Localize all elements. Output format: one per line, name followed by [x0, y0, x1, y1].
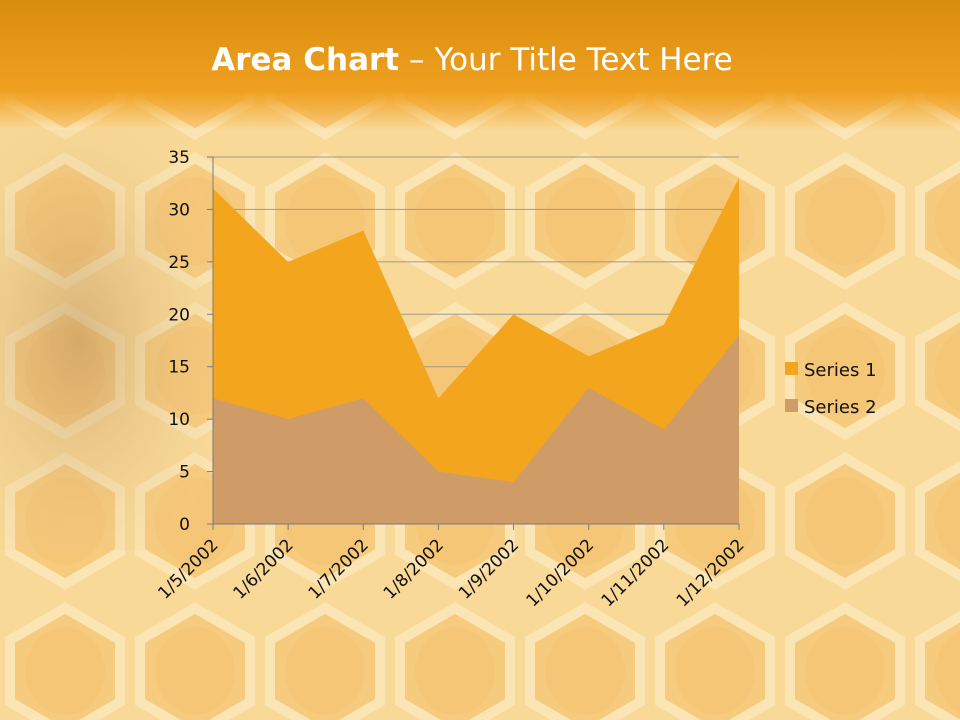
- x-tick-label: 1/5/2002: [154, 535, 222, 603]
- legend-swatch: [785, 399, 798, 412]
- y-tick-label: 15: [168, 358, 190, 378]
- plot-areas: [213, 178, 739, 524]
- slide-title: Area Chart – Your Title Text Here: [0, 42, 944, 78]
- legend: Series 1 Series 2: [785, 360, 877, 418]
- y-tick-label: 5: [179, 463, 190, 483]
- x-tick-label: 1/11/2002: [598, 535, 674, 611]
- title-bar: [0, 0, 960, 130]
- area-series-2: [213, 335, 739, 524]
- y-tick-label: 20: [168, 305, 190, 325]
- legend-label: Series 2: [804, 397, 877, 418]
- legend-swatch: [785, 362, 798, 375]
- x-tick-label: 1/6/2002: [230, 535, 298, 603]
- legend-label: Series 1: [804, 360, 877, 381]
- title-bold: Area Chart: [211, 42, 400, 78]
- y-tick-label: 35: [168, 148, 190, 168]
- x-tick-label: 1/7/2002: [305, 535, 373, 603]
- y-tick-label: 0: [179, 515, 190, 535]
- x-tick-label: 1/8/2002: [380, 535, 448, 603]
- x-tick-label: 1/12/2002: [673, 535, 749, 611]
- x-tick-label: 1/9/2002: [455, 535, 523, 603]
- y-tick-label: 30: [168, 200, 190, 220]
- x-tick-label: 1/10/2002: [522, 535, 598, 611]
- y-tick-label: 10: [168, 410, 190, 430]
- title-rest: – Your Title Text Here: [399, 42, 733, 78]
- y-tick-label: 25: [168, 253, 190, 273]
